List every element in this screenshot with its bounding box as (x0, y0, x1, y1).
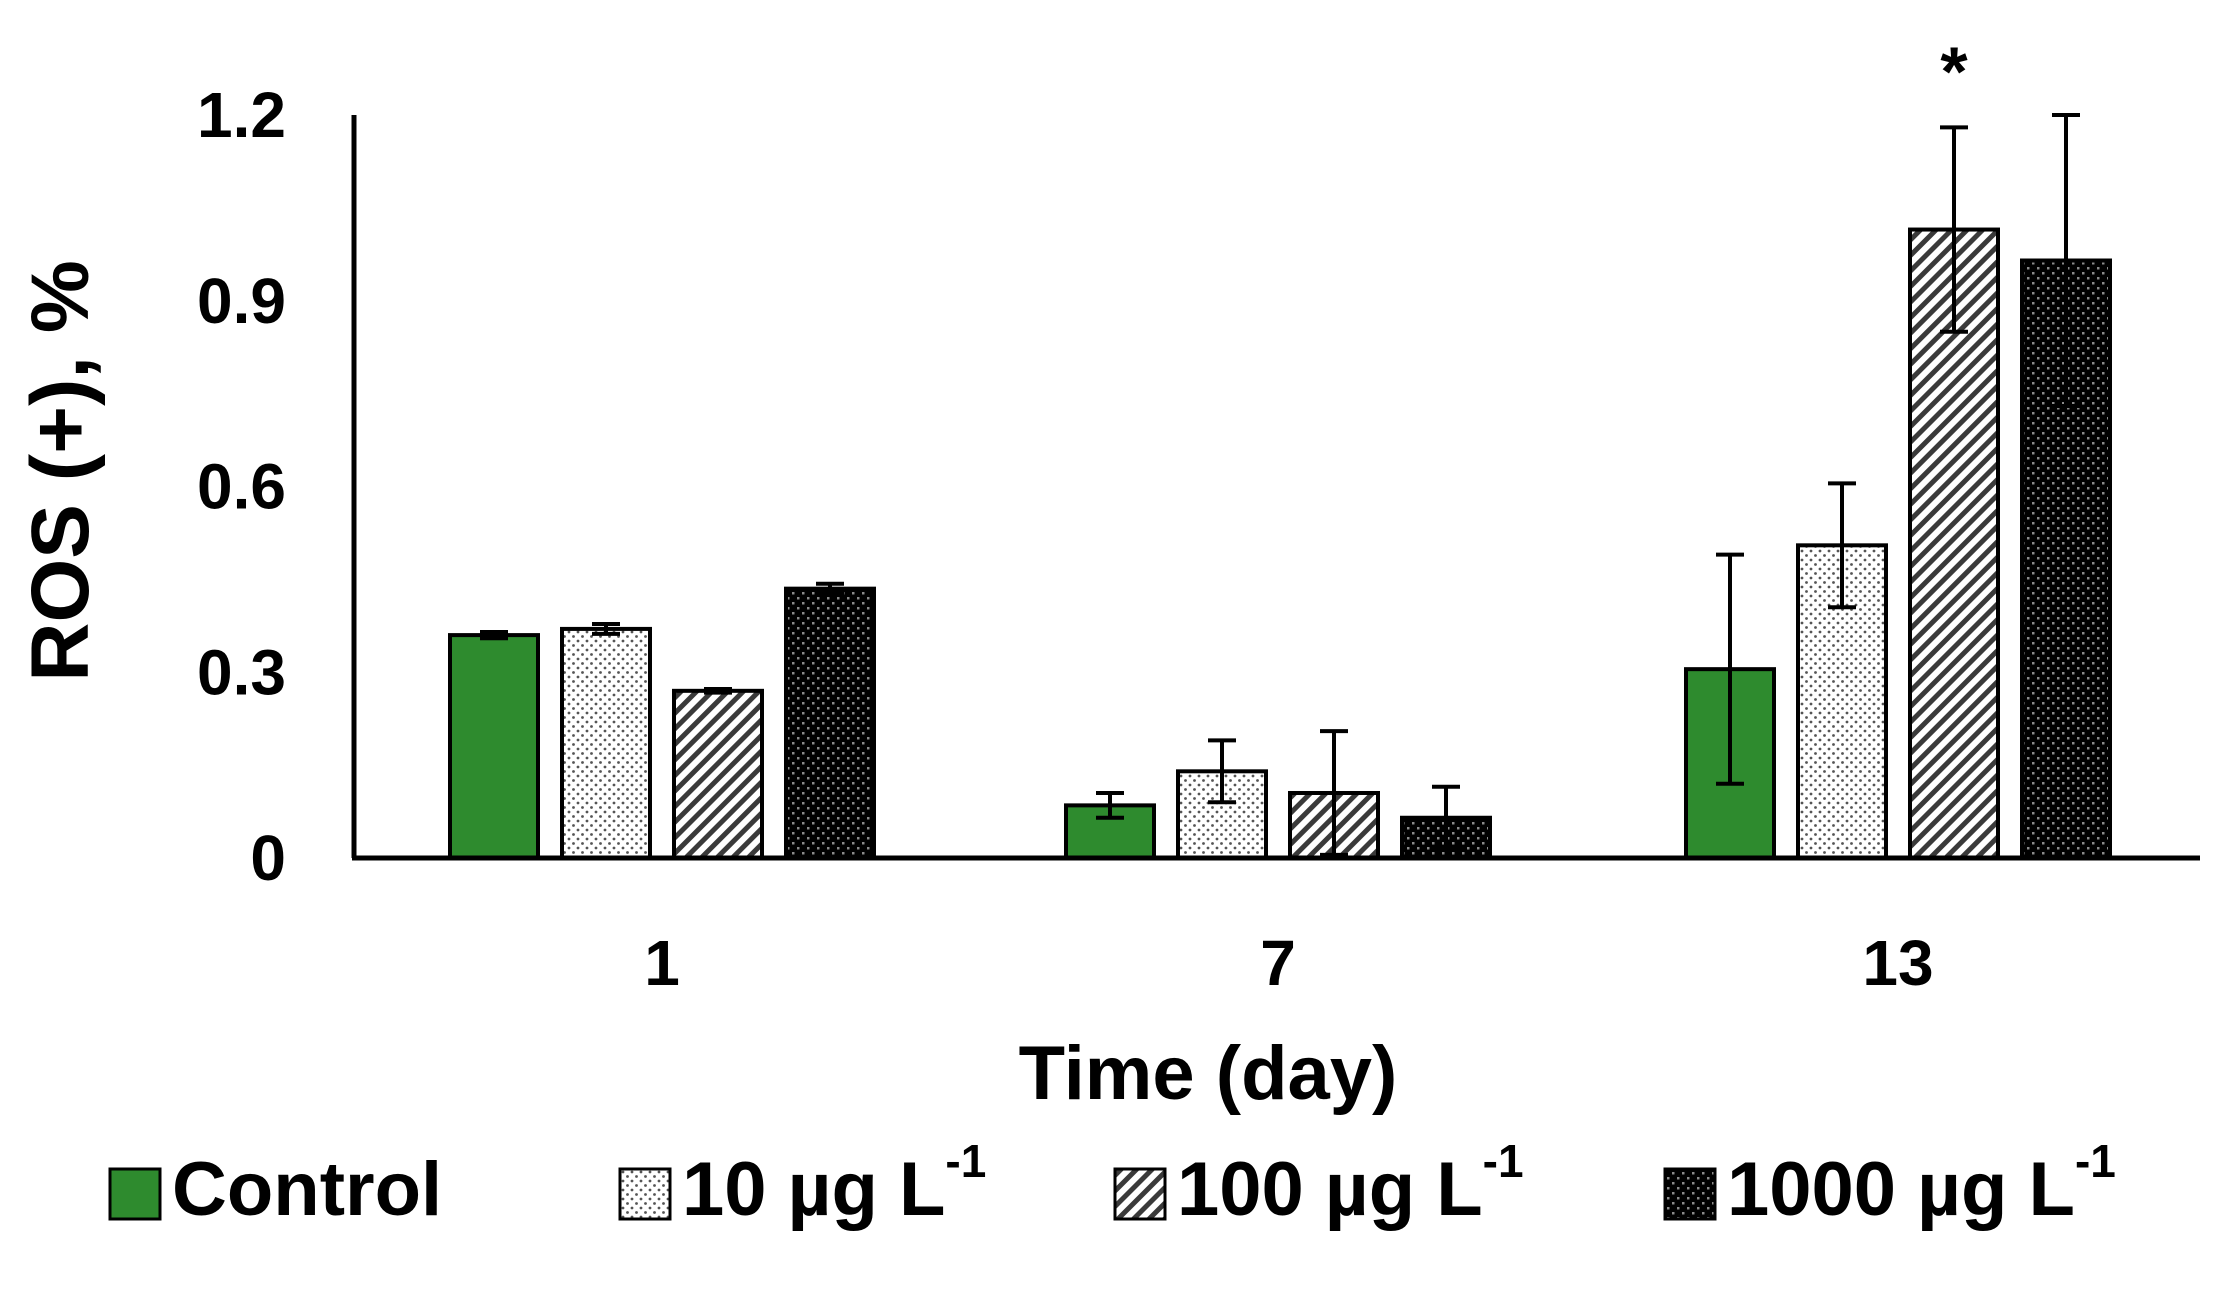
annotations: * (1940, 32, 1968, 110)
y-tick-label: 0.6 (197, 451, 286, 523)
bars (448, 227, 2112, 861)
bar (784, 586, 876, 860)
legend-label: 1000 µg L-1 (1727, 1135, 2116, 1232)
y-tick-label: 0.3 (197, 636, 286, 708)
legend-item: 1000 µg L-1 (1663, 1135, 2116, 1232)
bar (1908, 227, 2000, 860)
bar (448, 633, 540, 860)
legend-swatch (618, 1167, 672, 1221)
error-bar (704, 686, 732, 695)
error-bar (1716, 552, 1744, 786)
bar (560, 626, 652, 860)
error-bar (592, 621, 620, 636)
error-bar (1096, 790, 1124, 820)
legend-label: Control (172, 1147, 442, 1232)
legend-swatch (1113, 1167, 1167, 1221)
error-bar (1208, 738, 1236, 805)
error-bar (1828, 481, 1856, 610)
error-bar (816, 581, 844, 596)
bar (1796, 543, 1888, 861)
y-axis-title: ROS (+), % (15, 260, 106, 681)
legend-item: 10 µg L-1 (618, 1135, 986, 1232)
error-bar (480, 630, 508, 641)
y-tick-label: 0 (250, 822, 286, 894)
legend-swatch (1663, 1167, 1717, 1221)
y-tick-label: 1.2 (197, 79, 286, 151)
legend-label: 10 µg L-1 (682, 1135, 986, 1232)
x-tick-label: 13 (1862, 927, 1933, 999)
legend-item: 100 µg L-1 (1113, 1135, 1524, 1232)
error-bars (480, 113, 2080, 857)
error-bar (1940, 125, 1968, 334)
legend-swatch (108, 1167, 162, 1221)
error-bar (1320, 729, 1348, 857)
significance-annotation: * (1940, 32, 1968, 110)
y-tick-label: 0.9 (197, 265, 286, 337)
legend-label: 100 µg L-1 (1177, 1135, 1524, 1232)
error-bar (2052, 113, 2080, 409)
x-axis-title: Time (day) (1019, 1031, 1398, 1116)
x-tick-labels: 1 7 13 (644, 927, 1933, 999)
error-bar (1432, 784, 1460, 851)
bar (672, 688, 764, 861)
y-tick-labels: 0 0.3 0.6 0.9 1.2 (197, 79, 286, 894)
x-tick-label: 7 (1260, 927, 1296, 999)
legend: Control 10 µg L-1 100 µg L-1 1000 µg L-1 (108, 1135, 2116, 1232)
legend-item: Control (108, 1147, 442, 1232)
x-tick-label: 1 (644, 927, 680, 999)
